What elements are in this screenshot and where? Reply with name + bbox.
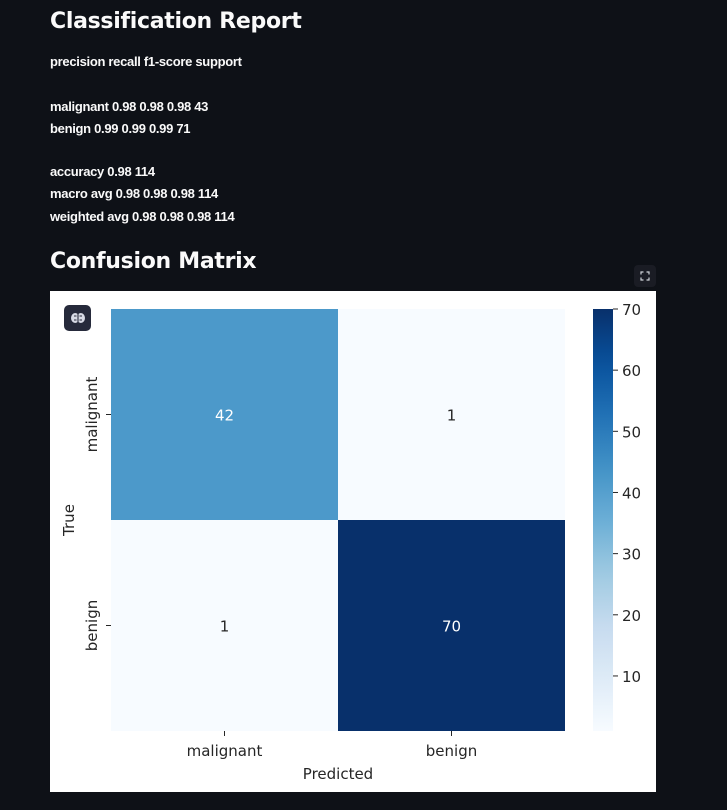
cell-value-label: 1 xyxy=(447,407,457,425)
report-row-malignant: malignant 0.98 0.98 0.98 43 xyxy=(50,99,209,114)
colorbar-tick-label: 30 xyxy=(622,546,641,564)
y-tick-label: malignant xyxy=(83,377,101,453)
report-row-benign: benign 0.99 0.99 0.99 71 xyxy=(50,121,191,136)
fullscreen-button[interactable] xyxy=(634,265,656,287)
colorbar-tick-label: 20 xyxy=(622,607,641,625)
heatmap-cell xyxy=(111,309,338,520)
cell-value-label: 42 xyxy=(215,407,234,425)
confusion-matrix-figure: 42 1 1 70 malignant benign malignant benign Pred… xyxy=(50,291,656,792)
heatmap-cell xyxy=(111,520,338,731)
colorbar-tick-label: 50 xyxy=(622,423,641,441)
report-row-macro-avg: macro avg 0.98 0.98 0.98 114 xyxy=(50,186,218,201)
x-tick-label: benign xyxy=(426,742,477,760)
cell-value-label: 1 xyxy=(220,618,230,636)
colorbar-tick-label: 60 xyxy=(622,362,641,380)
y-axis-label: True xyxy=(60,504,78,537)
heatmap-cell xyxy=(338,309,565,520)
confusion-matrix-heatmap: 42 1 1 70 malignant benign malignant benign Pred… xyxy=(60,301,641,783)
x-tick-label: malignant xyxy=(187,742,263,760)
brain-icon xyxy=(70,313,85,323)
x-axis-label: Predicted xyxy=(303,765,373,783)
colorbar-tick-label: 10 xyxy=(622,668,641,686)
fullscreen-icon xyxy=(640,271,650,281)
cell-value-label: 70 xyxy=(442,618,461,636)
colorbar-tick-label: 40 xyxy=(622,484,641,502)
y-tick-label: benign xyxy=(83,600,101,651)
heatmap-cell xyxy=(338,520,565,731)
report-row-accuracy: accuracy 0.98 114 xyxy=(50,164,155,179)
colorbar xyxy=(593,309,613,731)
report-header-line: precision recall f1-score support xyxy=(50,54,242,69)
figure-badge-button[interactable] xyxy=(64,305,91,331)
confusion-matrix-title: Confusion Matrix xyxy=(50,249,257,274)
classification-report-title: Classification Report xyxy=(50,9,302,34)
colorbar-tick-label: 70 xyxy=(622,301,641,319)
report-row-weighted-avg: weighted avg 0.98 0.98 0.98 114 xyxy=(50,209,235,224)
